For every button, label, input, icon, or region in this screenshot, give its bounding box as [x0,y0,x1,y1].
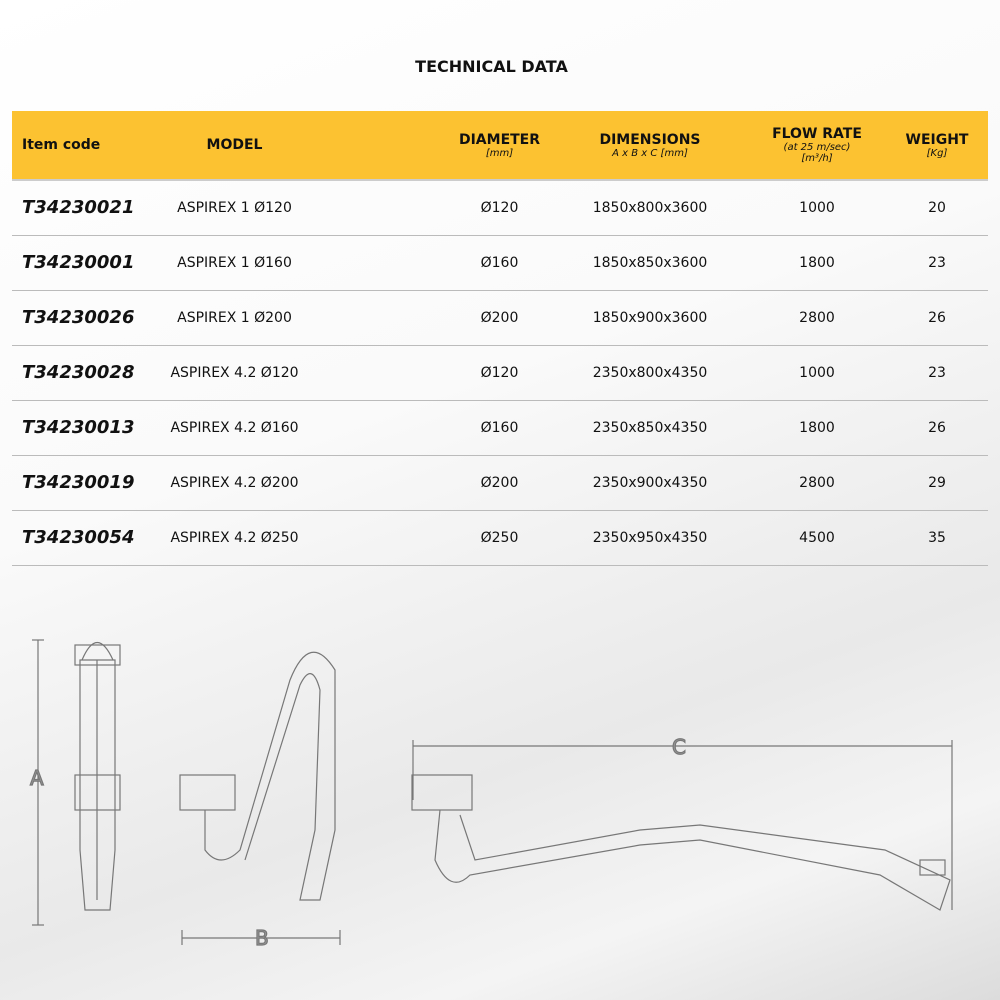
cell-dimensions: 2350x800x4350 [592,365,708,381]
cell-weight: 26 [928,420,946,436]
col-flow-rate: FLOW RATE (at 25 m/sec) [m³/h] [772,126,862,164]
table-row: T34230021 ASPIREX 1 Ø120 Ø120 1850x800x3600… [12,181,988,236]
col-dimensions: DIMENSIONS A x B x C [mm] [599,131,701,159]
cell-model: ASPIREX 1 Ø200 [177,310,292,326]
cell-flow: 2800 [799,310,835,326]
cell-dimensions: 1850x800x3600 [592,200,708,216]
cell-flow: 1800 [799,255,835,271]
col-diameter: DIAMETER [mm] [458,131,541,159]
cell-dimensions: 2350x950x4350 [592,530,708,546]
dimension-label-c: C [672,735,686,759]
cell-code: T34230021 [22,197,135,218]
front-view-drawing [32,639,121,926]
cell-flow: 1000 [799,200,835,216]
side-view-drawing [179,651,341,945]
cell-diameter: Ø250 [480,530,519,546]
cell-diameter: Ø160 [480,255,519,271]
cell-model: ASPIREX 1 Ø160 [177,255,292,271]
cell-diameter: Ø200 [480,475,519,491]
cell-flow: 2800 [799,475,835,491]
cell-dimensions: 2350x900x4350 [592,475,708,491]
cell-code: T34230019 [22,472,135,493]
cell-weight: 35 [928,530,946,546]
cell-model: ASPIREX 4.2 Ø250 [170,530,299,546]
col-weight: WEIGHT [Kg] [905,131,969,159]
cell-code: T34230013 [22,417,135,438]
cell-code: T34230001 [22,252,135,273]
cell-flow: 1000 [799,365,835,381]
cell-model: ASPIREX 1 Ø120 [177,200,292,216]
technical-data-table: Item code MODEL DIAMETER [mm] DIMENSIONS A… [12,111,988,566]
top-view-drawing [411,740,953,911]
cell-dimensions: 1850x850x3600 [592,255,708,271]
dimension-label-b: B [255,926,269,950]
dimension-label-a: A [30,766,44,790]
col-model: MODEL [206,137,263,153]
cell-diameter: Ø200 [480,310,519,326]
table-row: T34230013 ASPIREX 4.2 Ø160 Ø160 2350x850x43… [12,401,988,456]
cell-code: T34230028 [22,362,135,383]
cell-weight: 29 [928,475,946,491]
cell-dimensions: 1850x900x3600 [592,310,708,326]
cell-diameter: Ø120 [480,365,519,381]
cell-flow: 4500 [799,530,835,546]
cell-weight: 23 [928,365,946,381]
cell-model: ASPIREX 4.2 Ø200 [170,475,299,491]
cell-weight: 20 [928,200,946,216]
product-drawings: A B C [29,639,953,951]
table-row: T34230019 ASPIREX 4.2 Ø200 Ø200 2350x900x43… [12,456,988,511]
cell-flow: 1800 [799,420,835,436]
table-row: T34230054 ASPIREX 4.2 Ø250 Ø250 2350x950x43… [12,511,988,566]
table-row: T34230028 ASPIREX 4.2 Ø120 Ø120 2350x800x43… [12,346,988,401]
cell-dimensions: 2350x850x4350 [592,420,708,436]
cell-model: ASPIREX 4.2 Ø120 [170,365,299,381]
col-item-code: Item code [22,137,101,153]
cell-model: ASPIREX 4.2 Ø160 [170,420,299,436]
cell-code: T34230026 [22,307,135,328]
table-header: Item code MODEL DIAMETER [mm] DIMENSIONS A… [12,111,988,181]
cell-weight: 23 [928,255,946,271]
cell-diameter: Ø160 [480,420,519,436]
table-row: T34230026 ASPIREX 1 Ø200 Ø200 1850x900x3600… [12,291,988,346]
cell-weight: 26 [928,310,946,326]
table-row: T34230001 ASPIREX 1 Ø160 Ø160 1850x850x3600… [12,236,988,291]
cell-code: T34230054 [22,527,135,548]
cell-diameter: Ø120 [480,200,519,216]
page-title: TECHNICAL DATA [415,57,568,76]
